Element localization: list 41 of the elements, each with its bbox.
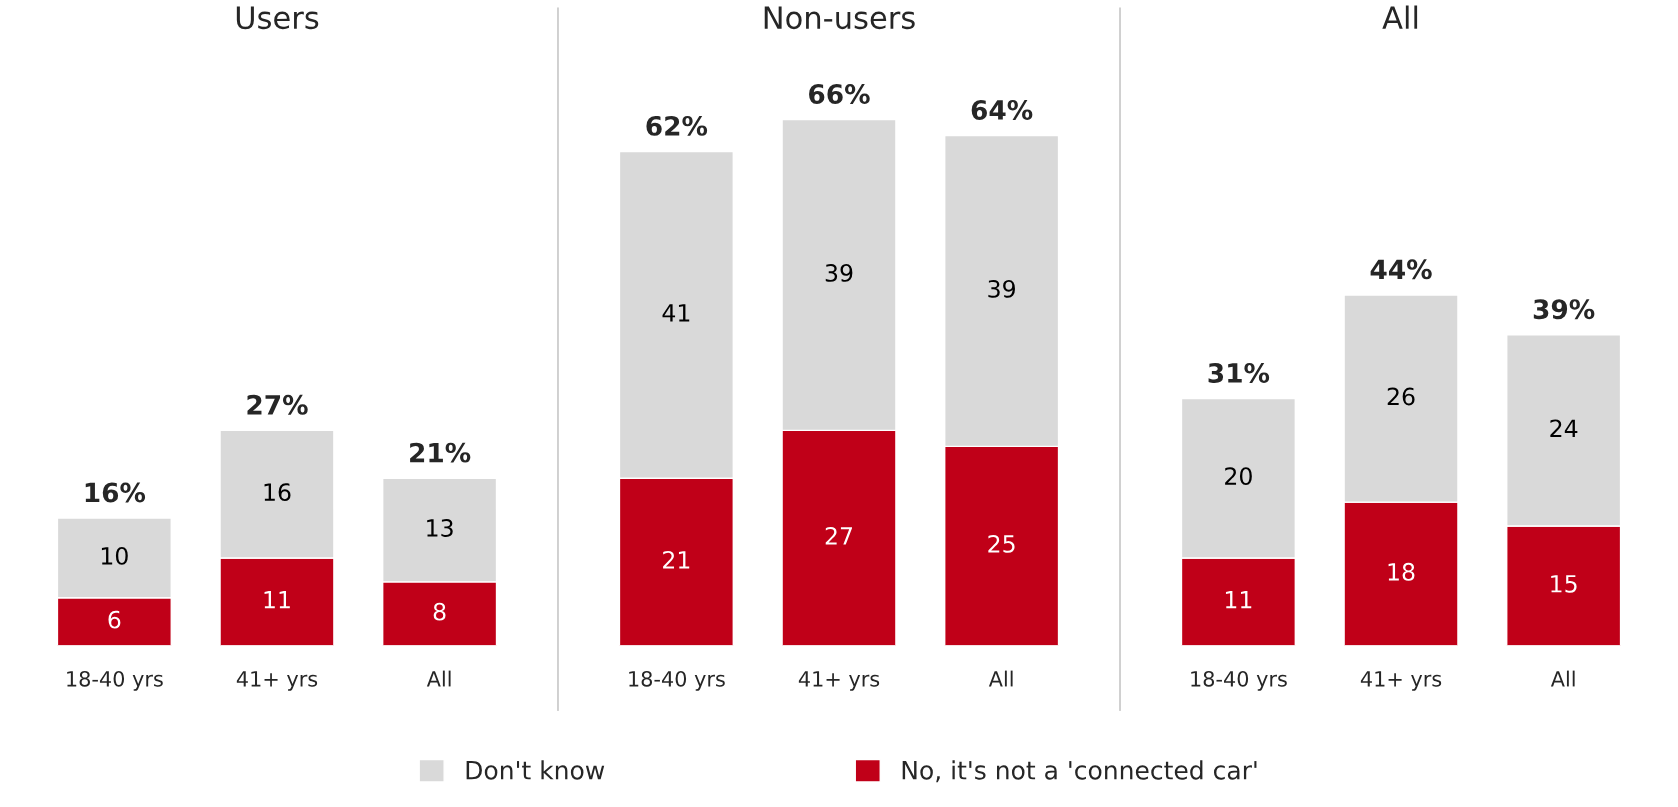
total-label: 39% (1533, 299, 1595, 320)
total-label: 21% (410, 442, 471, 463)
data-label: 41 (662, 304, 690, 322)
total-label: 62% (646, 115, 708, 136)
data-label: 6 (108, 610, 121, 629)
x-tick-label: 18-40 yrs (629, 670, 725, 691)
data-label: 15 (1551, 575, 1577, 593)
data-label: 13 (427, 519, 453, 537)
total-label: 64% (971, 99, 1033, 120)
x-tick-label: All (988, 670, 1013, 687)
legend-label: Don't know (466, 760, 605, 780)
x-tick-label: 41+ yrs (1360, 671, 1442, 691)
data-label: 16 (264, 483, 291, 502)
total-label: 27% (247, 394, 308, 415)
data-label: 18 (1388, 562, 1415, 581)
x-tick-label: 18-40 yrs (1191, 670, 1287, 691)
chart-title: Users (236, 6, 319, 30)
data-label: 39 (825, 264, 853, 282)
total-label: 44% (1370, 259, 1432, 280)
chart-title: All (1382, 5, 1418, 29)
data-label: 25 (988, 534, 1015, 553)
data-label: 20 (1225, 467, 1252, 486)
data-label: 10 (101, 546, 128, 565)
x-tick-label: 41+ yrs (798, 671, 880, 691)
total-label: 66% (809, 84, 870, 104)
data-label: 39 (988, 279, 1015, 298)
total-label: 31% (1208, 362, 1270, 383)
data-label: 27 (825, 527, 852, 545)
x-tick-label: 41+ yrs (236, 671, 318, 691)
data-label: 8 (433, 602, 446, 621)
total-label: 16% (85, 482, 146, 503)
data-label: 21 (663, 550, 690, 569)
data-label: 26 (1387, 387, 1415, 406)
x-tick-label: All (426, 670, 451, 687)
x-tick-label: All (1550, 670, 1575, 687)
data-label: 24 (1550, 419, 1578, 437)
chart-title: Non-users (764, 6, 915, 30)
data-label: 11 (1225, 591, 1252, 609)
data-label: 11 (264, 591, 290, 609)
x-tick-label: 18-40 yrs (67, 670, 163, 691)
legend-label: No, it's not a 'connected car' (902, 760, 1257, 783)
